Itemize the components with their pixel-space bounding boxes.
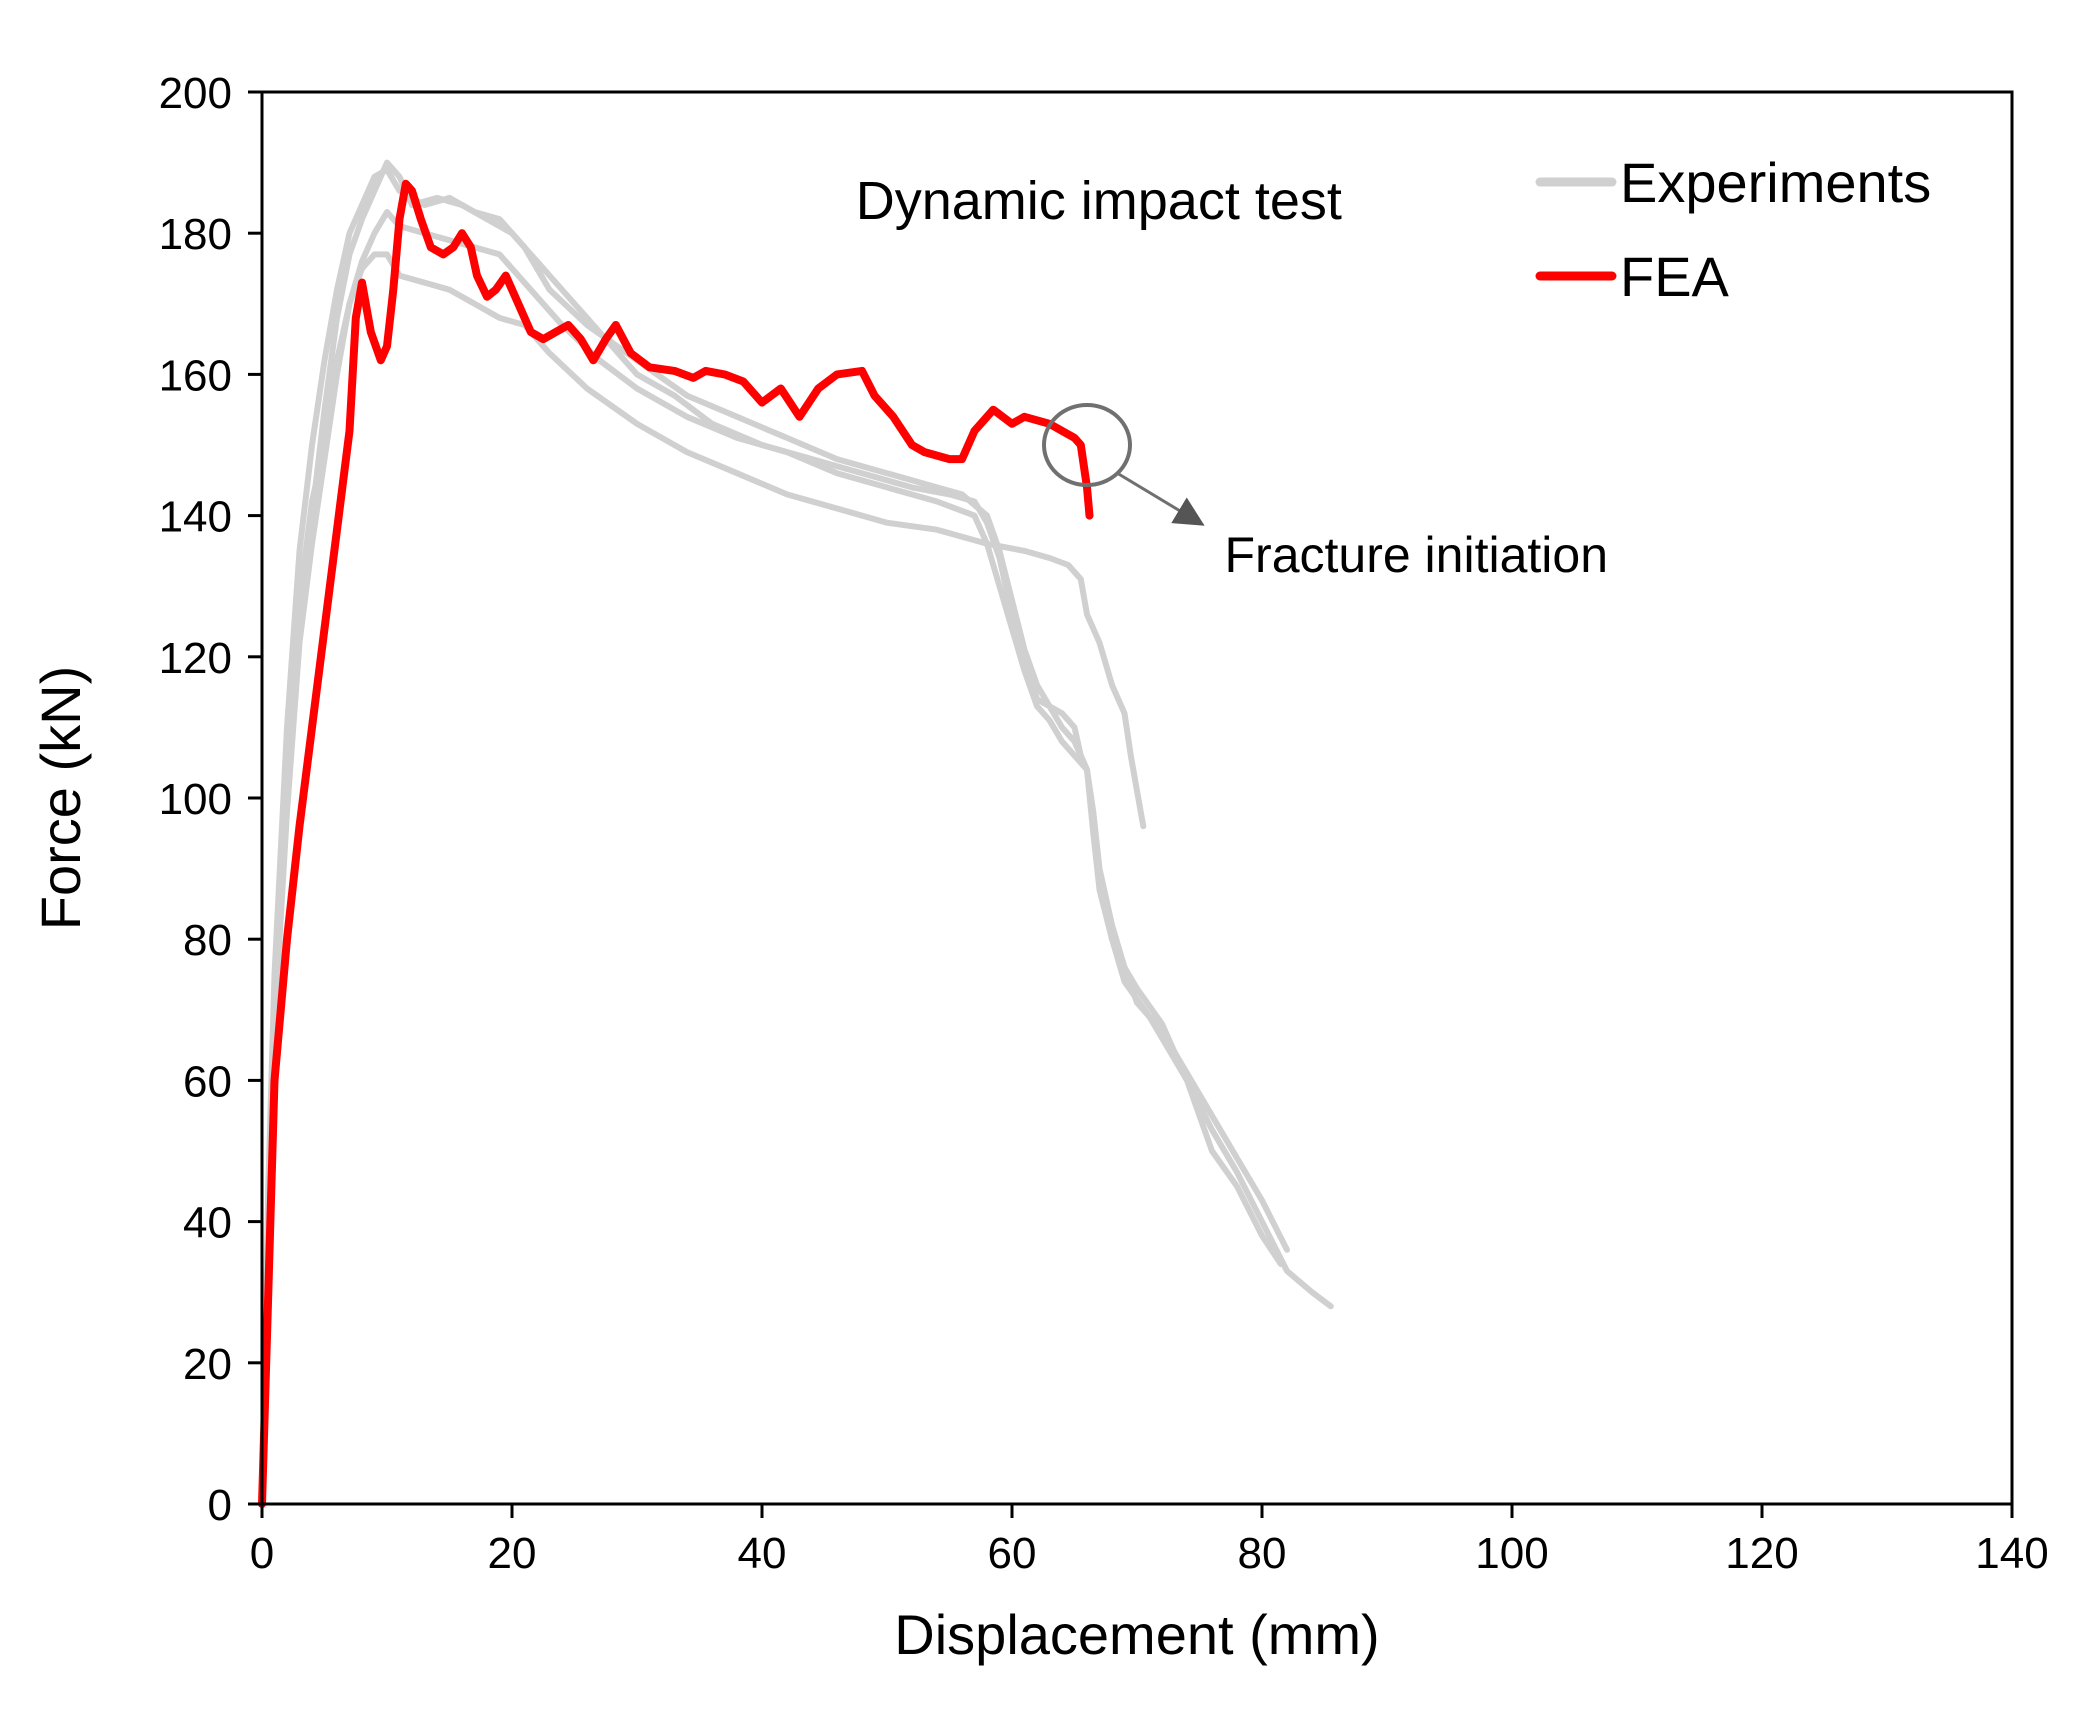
legend-label-fea: FEA xyxy=(1620,245,1730,308)
annotation-arrow xyxy=(1116,471,1205,526)
x-tick-label: 100 xyxy=(1475,1529,1548,1578)
x-tick-label: 0 xyxy=(250,1529,274,1578)
y-tick-label: 0 xyxy=(208,1481,232,1530)
y-tick-label: 20 xyxy=(183,1340,232,1389)
series-line-experiment-3 xyxy=(259,251,1147,1507)
x-tick-label: 140 xyxy=(1975,1529,2048,1578)
y-tick-label: 200 xyxy=(159,69,232,118)
chart-title: Dynamic impact test xyxy=(856,171,1342,231)
y-tick-label: 80 xyxy=(183,916,232,965)
y-tick-label: 160 xyxy=(159,351,232,400)
x-tick-label: 80 xyxy=(1238,1529,1287,1578)
legend-label-experiments: Experiments xyxy=(1620,151,1931,214)
y-tick-label: 40 xyxy=(183,1199,232,1248)
x-axis-title: Displacement (mm) xyxy=(894,1603,1379,1666)
series-line-experiment-2 xyxy=(259,166,1334,1507)
y-axis-title: Force (kN) xyxy=(29,666,92,930)
fracture-annotation: Fracture initiation xyxy=(1042,403,1609,583)
annotation-circle xyxy=(1042,403,1132,487)
series-line-fea xyxy=(258,179,1094,1508)
x-tick-label: 40 xyxy=(738,1529,787,1578)
series-layer xyxy=(258,159,1334,1508)
x-tick-label: 120 xyxy=(1725,1529,1798,1578)
y-tick-label: 140 xyxy=(159,493,232,542)
annotation-text: Fracture initiation xyxy=(1225,527,1609,583)
x-tick-label: 20 xyxy=(488,1529,537,1578)
series-line-experiment-1 xyxy=(259,159,1284,1507)
y-tick-label: 60 xyxy=(183,1057,232,1106)
legend: Experiments FEA xyxy=(1535,151,1931,308)
x-tick-label: 60 xyxy=(988,1529,1037,1578)
series-line-experiment-4 xyxy=(259,209,1290,1507)
y-tick-label: 120 xyxy=(159,634,232,683)
y-tick-label: 180 xyxy=(159,210,232,259)
ticks-layer: 0 20 40 60 80 100 120 140 0 20 40 60 80 100 120 140 160 1… xyxy=(159,69,2049,1578)
y-tick-label: 100 xyxy=(159,775,232,824)
